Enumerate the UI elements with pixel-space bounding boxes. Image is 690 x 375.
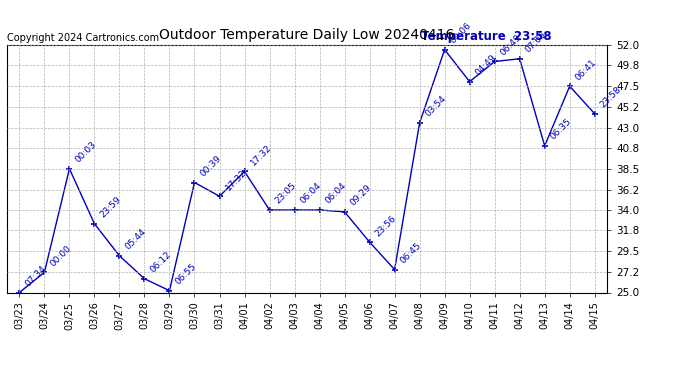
Text: 00:39: 00:39 [199,154,224,178]
Text: 17:32: 17:32 [248,143,273,167]
Text: 23:58: 23:58 [599,85,624,109]
Text: 07:06: 07:06 [524,30,549,55]
Text: 06:49: 06:49 [499,33,524,57]
Text: 06:12: 06:12 [148,250,173,274]
Text: 23:05: 23:05 [274,181,298,206]
Text: Temperature  23:58: Temperature 23:58 [421,30,552,42]
Text: 23:59: 23:59 [99,195,124,220]
Text: 23:56: 23:56 [374,213,398,238]
Text: 00:06: 00:06 [448,21,473,45]
Text: 06:35: 06:35 [549,117,573,142]
Text: 00:00: 00:00 [48,243,73,268]
Text: 06:04: 06:04 [324,181,348,206]
Text: 06:04: 06:04 [299,181,324,206]
Text: 06:41: 06:41 [574,57,598,82]
Text: 07:34: 07:34 [23,264,48,288]
Text: 17:32: 17:32 [224,168,248,192]
Text: 06:45: 06:45 [399,241,424,266]
Text: 03:54: 03:54 [424,94,448,119]
Text: 04:49: 04:49 [474,53,498,78]
Text: 09:29: 09:29 [348,183,373,208]
Text: Copyright 2024 Cartronics.com: Copyright 2024 Cartronics.com [7,33,159,42]
Text: 00:03: 00:03 [74,140,98,165]
Title: Outdoor Temperature Daily Low 20240416: Outdoor Temperature Daily Low 20240416 [159,28,455,42]
Text: 06:55: 06:55 [174,262,198,286]
Text: 05:44: 05:44 [124,227,148,252]
